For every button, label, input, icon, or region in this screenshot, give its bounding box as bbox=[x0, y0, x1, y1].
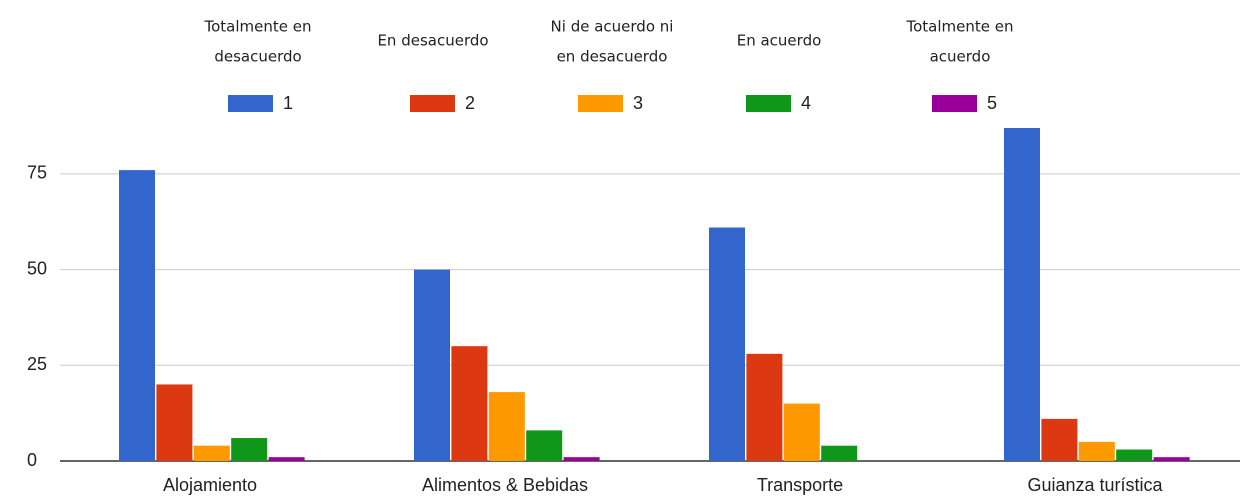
bar bbox=[821, 445, 858, 461]
legend-swatch bbox=[228, 95, 273, 112]
x-tick-label: Alimentos & Bebidas bbox=[422, 475, 588, 495]
legend-label: 1 bbox=[283, 93, 293, 113]
bar bbox=[119, 170, 155, 461]
bar bbox=[231, 438, 268, 461]
bar bbox=[1004, 128, 1040, 461]
x-tick-label: Transporte bbox=[757, 475, 843, 495]
bar bbox=[156, 384, 193, 461]
x-tick-label: Alojamiento bbox=[163, 475, 257, 495]
bar bbox=[783, 403, 820, 461]
bar bbox=[414, 269, 450, 461]
annotation: acuerdo bbox=[930, 48, 991, 66]
annotation: Ni de acuerdo ni bbox=[551, 18, 674, 36]
bar bbox=[1116, 449, 1153, 461]
y-tick-label: 0 bbox=[27, 450, 37, 470]
legend-swatch bbox=[410, 95, 455, 112]
legend-label: 2 bbox=[465, 93, 475, 113]
bar bbox=[1041, 418, 1078, 461]
bar bbox=[451, 346, 488, 461]
bar bbox=[709, 227, 745, 461]
bar bbox=[268, 457, 305, 461]
annotation: En acuerdo bbox=[737, 32, 822, 50]
bar bbox=[193, 445, 230, 461]
legend-swatch bbox=[932, 95, 977, 112]
legend-label: 3 bbox=[633, 93, 643, 113]
bar bbox=[526, 430, 563, 461]
y-tick-label: 75 bbox=[27, 163, 47, 183]
bars bbox=[119, 128, 1190, 461]
annotation: Totalmente en bbox=[204, 18, 312, 36]
annotation: En desacuerdo bbox=[377, 32, 488, 50]
legend-swatch bbox=[746, 95, 791, 112]
bar bbox=[563, 457, 600, 461]
annotation: Totalmente en bbox=[906, 18, 1014, 36]
x-tick-label: Guianza turística bbox=[1027, 475, 1163, 495]
y-tick-label: 25 bbox=[27, 354, 47, 374]
bar bbox=[488, 392, 525, 461]
legend-label: 5 bbox=[987, 93, 997, 113]
bar bbox=[1078, 441, 1115, 461]
bar bbox=[1153, 457, 1190, 461]
annotation: en desacuerdo bbox=[557, 48, 668, 66]
legend-swatch bbox=[578, 95, 623, 112]
y-tick-label: 50 bbox=[27, 258, 47, 278]
bar bbox=[746, 353, 783, 461]
legend-label: 4 bbox=[801, 93, 811, 113]
annotation: desacuerdo bbox=[214, 48, 301, 66]
